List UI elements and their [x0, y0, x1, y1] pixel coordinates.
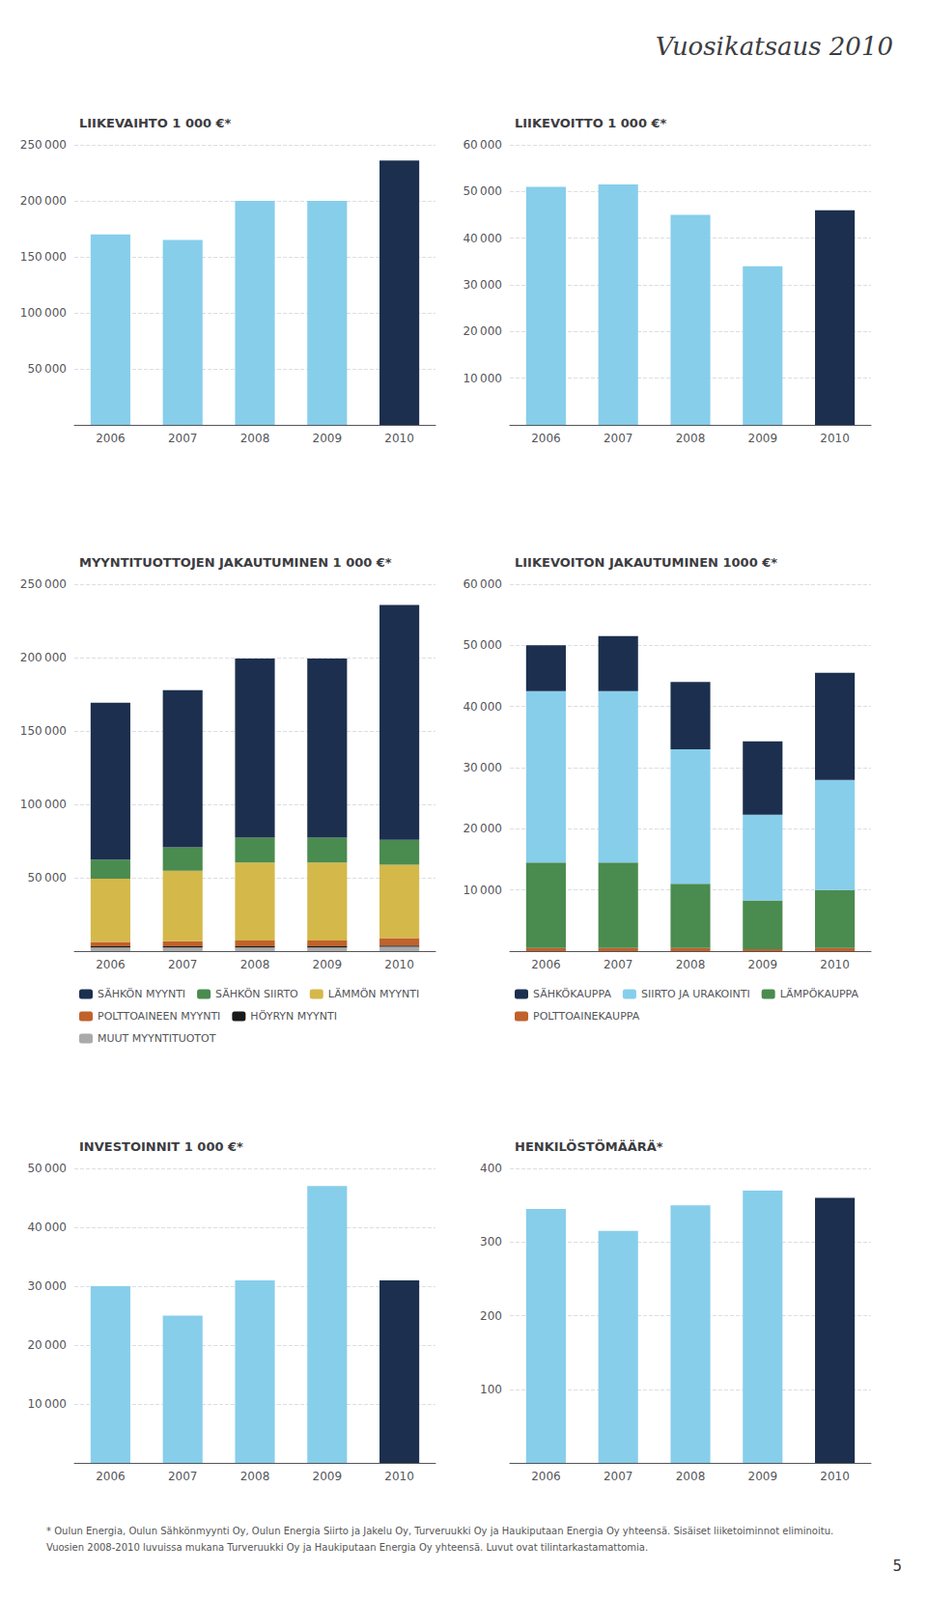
svg-text:50 000: 50 000 [462, 184, 503, 198]
svg-text:300: 300 [479, 1235, 503, 1249]
svg-text:100: 100 [479, 1382, 503, 1397]
svg-text:30 000: 30 000 [462, 278, 503, 292]
svg-text:20 000: 20 000 [27, 1338, 67, 1352]
svg-text:SÄHKÖKAUPPA: SÄHKÖKAUPPA [533, 987, 612, 1001]
svg-text:2006: 2006 [531, 957, 562, 972]
svg-text:2006: 2006 [95, 431, 126, 446]
svg-text:LIIKEVOITON JAKAUTUMINEN 1000: LIIKEVOITON JAKAUTUMINEN 1000 €* [514, 555, 778, 570]
svg-text:50 000: 50 000 [462, 638, 503, 652]
svg-text:2007: 2007 [603, 431, 634, 446]
svg-text:2009: 2009 [748, 1469, 779, 1484]
svg-text:10 000: 10 000 [462, 371, 503, 386]
svg-text:400: 400 [479, 1161, 503, 1176]
svg-text:50 000: 50 000 [27, 1161, 67, 1176]
svg-text:2010: 2010 [384, 957, 415, 972]
svg-text:20 000: 20 000 [462, 821, 503, 836]
svg-text:2007: 2007 [603, 957, 634, 972]
svg-text:2010: 2010 [384, 1469, 415, 1484]
svg-text:HENKILÖSTÖMÄÄRÄ*: HENKILÖSTÖMÄÄRÄ* [514, 1139, 664, 1154]
svg-text:2007: 2007 [603, 1469, 634, 1484]
svg-text:2010: 2010 [819, 1469, 850, 1484]
svg-text:50 000: 50 000 [27, 362, 67, 376]
svg-text:Vuosien 2008-2010 luvuissa muk: Vuosien 2008-2010 luvuissa mukana Turver… [46, 1542, 648, 1553]
svg-text:MUUT MYYNTITUOTOT: MUUT MYYNTITUOTOT [97, 1032, 217, 1045]
svg-text:200 000: 200 000 [20, 194, 67, 208]
svg-text:INVESTOINNIT 1 000 €*: INVESTOINNIT 1 000 €* [79, 1139, 244, 1154]
svg-text:20 000: 20 000 [462, 324, 503, 338]
svg-text:2009: 2009 [748, 431, 779, 446]
svg-text:Vuosikatsaus 2010: Vuosikatsaus 2010 [655, 31, 894, 61]
svg-text:LIIKEVAIHTO 1 000 €*: LIIKEVAIHTO 1 000 €* [79, 115, 232, 131]
svg-text:2008: 2008 [675, 431, 706, 446]
svg-text:2008: 2008 [675, 957, 706, 972]
svg-text:SÄHKÖN MYYNTI: SÄHKÖN MYYNTI [97, 987, 186, 1001]
svg-text:SÄHKÖN SIIRTO: SÄHKÖN SIIRTO [215, 987, 299, 1001]
svg-text:2009: 2009 [312, 1469, 343, 1484]
svg-text:30 000: 30 000 [462, 760, 503, 775]
svg-text:2007: 2007 [168, 957, 198, 972]
svg-text:50 000: 50 000 [27, 870, 67, 885]
svg-text:150 000: 150 000 [20, 724, 67, 738]
svg-text:30 000: 30 000 [27, 1279, 67, 1293]
svg-text:2009: 2009 [748, 957, 779, 972]
svg-text:150 000: 150 000 [20, 250, 67, 264]
svg-text:LÄMPÖKAUPPA: LÄMPÖKAUPPA [780, 987, 860, 1001]
svg-text:10 000: 10 000 [462, 883, 503, 898]
svg-text:SIIRTO JA URAKOINTI: SIIRTO JA URAKOINTI [641, 987, 751, 1001]
svg-text:5: 5 [892, 1557, 902, 1575]
svg-text:MYYNTITUOTTOJEN JAKAUTUMINEN 1: MYYNTITUOTTOJEN JAKAUTUMINEN 1 000 €* [79, 555, 393, 570]
svg-text:2008: 2008 [240, 957, 271, 972]
svg-text:POLTTOAINEEN MYYNTI: POLTTOAINEEN MYYNTI [97, 1010, 221, 1023]
svg-text:2006: 2006 [531, 1469, 562, 1484]
svg-text:2010: 2010 [384, 431, 415, 446]
svg-text:POLTTOAINEKAUPPA: POLTTOAINEKAUPPA [533, 1010, 641, 1023]
svg-text:250 000: 250 000 [20, 138, 67, 152]
svg-text:LÄMMÖN MYYNTI: LÄMMÖN MYYNTI [328, 987, 420, 1001]
svg-text:2006: 2006 [95, 1469, 126, 1484]
svg-text:LIIKEVOITTO 1 000 €*: LIIKEVOITTO 1 000 €* [514, 115, 668, 131]
svg-text:2007: 2007 [168, 431, 198, 446]
svg-text:* Oulun Energia, Oulun Sähkönm: * Oulun Energia, Oulun Sähkönmyynti Oy, … [46, 1525, 834, 1537]
svg-text:2010: 2010 [819, 431, 850, 446]
svg-text:2006: 2006 [531, 431, 562, 446]
svg-text:2007: 2007 [168, 1469, 198, 1484]
svg-text:250 000: 250 000 [20, 577, 67, 591]
svg-text:2008: 2008 [675, 1469, 706, 1484]
svg-text:200: 200 [479, 1309, 503, 1323]
svg-text:10 000: 10 000 [27, 1397, 67, 1411]
svg-text:40 000: 40 000 [462, 231, 503, 246]
svg-text:2006: 2006 [95, 957, 126, 972]
svg-text:100 000: 100 000 [20, 306, 67, 320]
svg-text:40 000: 40 000 [462, 700, 503, 714]
svg-text:60 000: 60 000 [462, 138, 503, 152]
svg-text:200 000: 200 000 [20, 650, 67, 665]
svg-text:2009: 2009 [312, 957, 343, 972]
svg-text:40 000: 40 000 [27, 1220, 67, 1235]
svg-text:2009: 2009 [312, 431, 343, 446]
svg-text:100 000: 100 000 [20, 797, 67, 812]
svg-text:60 000: 60 000 [462, 577, 503, 591]
svg-text:2010: 2010 [819, 957, 850, 972]
svg-text:2008: 2008 [240, 1469, 271, 1484]
svg-text:2008: 2008 [240, 431, 271, 446]
svg-text:HÖYRYN MYYNTI: HÖYRYN MYYNTI [250, 1010, 338, 1023]
